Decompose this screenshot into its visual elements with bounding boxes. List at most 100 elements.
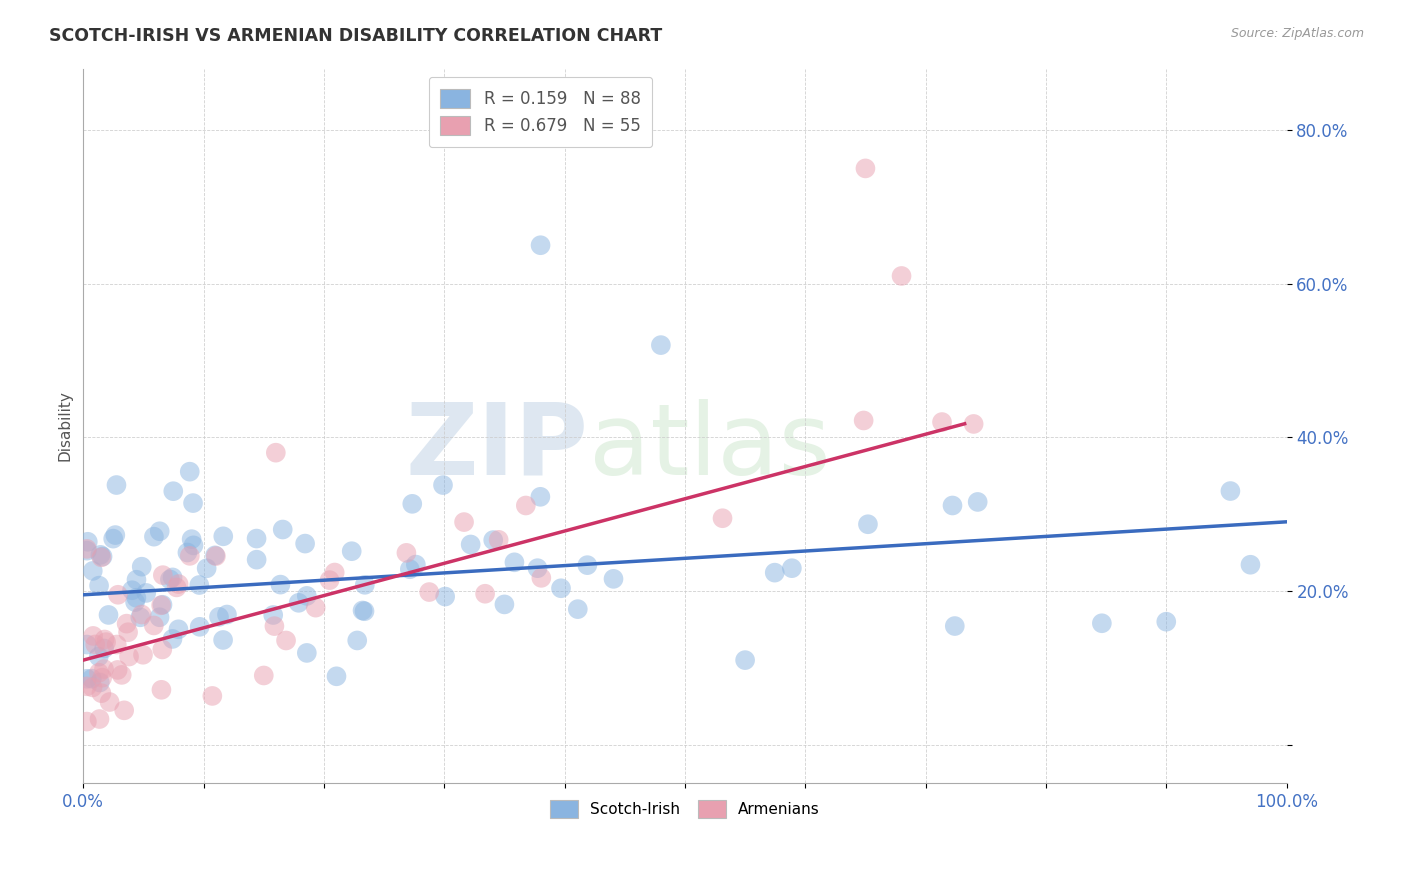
Point bbox=[91, 549, 114, 564]
Point bbox=[82, 564, 104, 578]
Point bbox=[318, 573, 340, 587]
Point bbox=[503, 555, 526, 569]
Point bbox=[253, 668, 276, 682]
Point bbox=[526, 561, 548, 575]
Point bbox=[152, 598, 174, 612]
Legend: Scotch-Irish, Armenians: Scotch-Irish, Armenians bbox=[543, 792, 827, 825]
Point bbox=[131, 607, 153, 622]
Text: ZIP: ZIP bbox=[406, 399, 589, 496]
Point bbox=[132, 648, 155, 662]
Point bbox=[87, 579, 110, 593]
Point bbox=[188, 620, 211, 634]
Point bbox=[271, 523, 294, 537]
Point bbox=[179, 549, 201, 563]
Point bbox=[76, 679, 98, 693]
Point bbox=[125, 573, 148, 587]
Point bbox=[264, 445, 287, 459]
Point bbox=[167, 622, 190, 636]
Point bbox=[494, 598, 516, 612]
Point bbox=[966, 495, 988, 509]
Point bbox=[181, 496, 204, 510]
Point bbox=[295, 646, 318, 660]
Point bbox=[245, 532, 267, 546]
Point bbox=[650, 338, 672, 352]
Point bbox=[94, 635, 117, 649]
Point bbox=[204, 549, 226, 563]
Point bbox=[150, 599, 173, 613]
Point bbox=[162, 632, 184, 646]
Point bbox=[852, 413, 875, 427]
Point bbox=[98, 695, 121, 709]
Point bbox=[150, 682, 173, 697]
Point bbox=[188, 578, 211, 592]
Point bbox=[1219, 484, 1241, 499]
Point bbox=[93, 641, 115, 656]
Point bbox=[353, 578, 375, 592]
Point bbox=[93, 632, 115, 647]
Point bbox=[305, 600, 328, 615]
Point bbox=[340, 544, 363, 558]
Point bbox=[104, 528, 127, 542]
Point bbox=[353, 604, 375, 618]
Point bbox=[80, 672, 103, 686]
Text: SCOTCH-IRISH VS ARMENIAN DISABILITY CORRELATION CHART: SCOTCH-IRISH VS ARMENIAN DISABILITY CORR… bbox=[49, 27, 662, 45]
Point bbox=[179, 465, 201, 479]
Point bbox=[943, 619, 966, 633]
Point bbox=[205, 549, 228, 563]
Point bbox=[287, 596, 309, 610]
Point bbox=[87, 665, 110, 680]
Text: Source: ZipAtlas.com: Source: ZipAtlas.com bbox=[1230, 27, 1364, 40]
Point bbox=[931, 415, 953, 429]
Point bbox=[105, 478, 128, 492]
Point bbox=[131, 559, 153, 574]
Point bbox=[418, 585, 440, 599]
Point bbox=[941, 499, 963, 513]
Point bbox=[567, 602, 589, 616]
Point bbox=[90, 550, 112, 565]
Point bbox=[76, 543, 98, 558]
Point bbox=[323, 566, 346, 580]
Point bbox=[274, 633, 297, 648]
Point bbox=[149, 524, 172, 539]
Point bbox=[602, 572, 624, 586]
Point bbox=[550, 581, 572, 595]
Point bbox=[1154, 615, 1177, 629]
Point bbox=[76, 541, 98, 556]
Point bbox=[398, 562, 420, 576]
Point bbox=[780, 561, 803, 575]
Point bbox=[97, 607, 120, 622]
Point bbox=[856, 517, 879, 532]
Point bbox=[576, 558, 599, 573]
Point bbox=[183, 538, 205, 552]
Point bbox=[395, 546, 418, 560]
Point bbox=[763, 566, 786, 580]
Point bbox=[488, 533, 510, 547]
Point bbox=[453, 515, 475, 529]
Point bbox=[295, 589, 318, 603]
Point bbox=[159, 573, 181, 587]
Point bbox=[263, 619, 285, 633]
Point bbox=[76, 672, 98, 686]
Point bbox=[962, 417, 984, 431]
Point bbox=[118, 649, 141, 664]
Point bbox=[269, 577, 291, 591]
Point bbox=[162, 484, 184, 499]
Point bbox=[212, 529, 235, 543]
Point bbox=[734, 653, 756, 667]
Point bbox=[1239, 558, 1261, 572]
Point bbox=[124, 595, 146, 609]
Point bbox=[460, 537, 482, 551]
Point bbox=[432, 478, 454, 492]
Point bbox=[111, 668, 134, 682]
Point bbox=[434, 590, 457, 604]
Point bbox=[89, 712, 111, 726]
Point bbox=[76, 714, 98, 729]
Point bbox=[195, 561, 218, 575]
Point bbox=[212, 632, 235, 647]
Point bbox=[89, 548, 111, 562]
Point bbox=[105, 638, 128, 652]
Point bbox=[405, 558, 427, 572]
Point bbox=[346, 633, 368, 648]
Point bbox=[129, 610, 152, 624]
Point bbox=[711, 511, 734, 525]
